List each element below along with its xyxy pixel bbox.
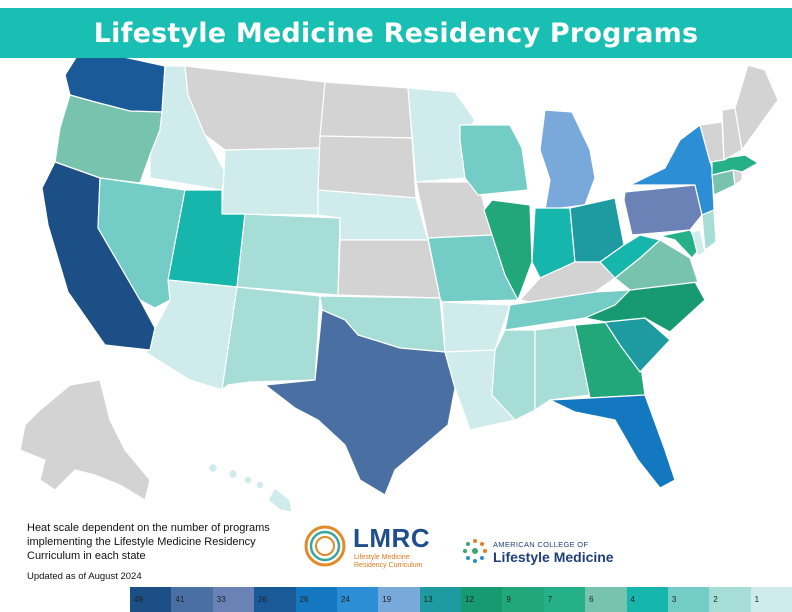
lmrc-logo: LMRC Lifestyle Medicine Residency Curric… xyxy=(303,523,453,574)
legend-cell: 13 xyxy=(419,587,461,612)
state-illinois[interactable] xyxy=(483,199,533,301)
legend-cell: 12 xyxy=(461,587,503,612)
hawaii-islet-1 xyxy=(208,463,218,473)
legend-cell: 26 xyxy=(295,587,337,612)
state-georgia[interactable] xyxy=(574,321,646,399)
state-new-mexico[interactable] xyxy=(221,286,321,391)
title-bar: Lifestyle Medicine Residency Programs xyxy=(0,8,792,58)
state-arizona[interactable] xyxy=(144,279,238,391)
aclm-top-line: AMERICAN COLLEGE OF xyxy=(493,540,589,549)
heat-scale-note: Heat scale dependent on the number of pr… xyxy=(27,522,270,562)
legend-cell: 1 xyxy=(750,587,792,612)
lmrc-subtitle-line-2: Residency Curriculum xyxy=(354,562,423,569)
aclm-burst-icon xyxy=(463,539,487,563)
state-hawaii[interactable] xyxy=(267,487,293,513)
legend-cell: 26 xyxy=(254,587,296,612)
aclm-main-line: Lifestyle Medicine xyxy=(493,549,614,565)
legend-cell: 24 xyxy=(336,587,379,612)
legend-cell: 7 xyxy=(543,587,586,612)
page-title: Lifestyle Medicine Residency Programs xyxy=(93,17,699,49)
state-kansas[interactable] xyxy=(337,239,441,299)
legend-cell: 4 xyxy=(626,587,668,612)
heat-scale-legend: 49 41 33 26 26 24 19 13 12 9 7 6 4 3 2 1 xyxy=(130,587,792,612)
state-south-dakota[interactable] xyxy=(317,135,417,199)
us-state-map xyxy=(19,58,779,513)
legend-cell: 3 xyxy=(667,587,710,612)
state-texas[interactable] xyxy=(264,309,456,496)
state-alabama[interactable] xyxy=(534,324,591,411)
legend-cell: 19 xyxy=(378,587,420,612)
legend-cell: 33 xyxy=(212,587,255,612)
aclm-logo: AMERICAN COLLEGE OF Lifestyle Medicine xyxy=(462,536,632,572)
lmrc-wordmark: LMRC xyxy=(353,523,431,553)
state-wisconsin[interactable] xyxy=(459,124,529,196)
state-maine[interactable] xyxy=(734,64,779,151)
state-west-virginia[interactable] xyxy=(599,234,661,279)
lmrc-subtitle-line-1: Lifestyle Medicine xyxy=(354,554,410,561)
state-delaware[interactable] xyxy=(691,229,706,257)
state-florida[interactable] xyxy=(549,394,676,489)
legend-cell: 41 xyxy=(171,587,213,612)
legend-cell: 9 xyxy=(502,587,544,612)
state-maryland[interactable] xyxy=(659,229,701,259)
state-pennsylvania[interactable] xyxy=(623,184,703,236)
state-new-jersey[interactable] xyxy=(701,209,717,251)
legend-cell: 2 xyxy=(709,587,751,612)
hawaii-islet-4 xyxy=(256,481,264,489)
lmrc-subtitle: Lifestyle Medicine Residency Curriculum xyxy=(354,554,422,570)
lmrc-ring-icon xyxy=(304,525,346,567)
state-colorado[interactable] xyxy=(236,213,341,296)
hawaii-islet-2 xyxy=(228,469,238,479)
state-wyoming[interactable] xyxy=(221,147,321,216)
state-michigan[interactable] xyxy=(539,109,596,211)
state-north-dakota[interactable] xyxy=(319,81,413,139)
state-north-carolina[interactable] xyxy=(584,281,706,333)
hawaii-islet-3 xyxy=(244,476,252,484)
legend-cell: 49 xyxy=(130,587,172,612)
updated-date: Updated as of August 2024 xyxy=(27,571,142,582)
state-alaska[interactable] xyxy=(19,379,151,501)
legend-cell: 6 xyxy=(585,587,627,612)
